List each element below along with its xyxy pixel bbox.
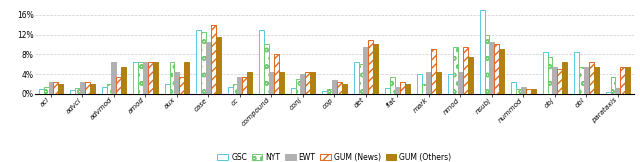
Bar (499, 49, 504, 94)
Bar (453, 47, 458, 94)
Bar (616, 88, 620, 94)
Bar (116, 77, 121, 94)
Bar (153, 62, 157, 94)
Bar (107, 84, 111, 94)
Bar (211, 25, 216, 94)
Bar (305, 72, 310, 94)
Bar (196, 30, 201, 94)
Bar (448, 74, 453, 94)
Bar (49, 82, 53, 94)
Bar (201, 32, 206, 94)
Bar (300, 74, 305, 94)
Bar (111, 62, 116, 94)
Bar (436, 72, 441, 94)
Bar (237, 77, 243, 94)
Bar (53, 82, 58, 94)
Bar (395, 87, 400, 94)
Bar (70, 90, 75, 94)
Bar (625, 67, 630, 94)
Bar (463, 47, 468, 94)
Bar (490, 42, 494, 94)
Bar (589, 62, 594, 94)
Bar (611, 77, 616, 94)
Bar (337, 82, 342, 94)
Bar (138, 62, 143, 94)
Bar (458, 72, 463, 94)
Bar (322, 92, 327, 94)
Bar (620, 67, 625, 94)
Bar (175, 72, 179, 94)
Bar (552, 67, 557, 94)
Bar (468, 57, 472, 94)
Bar (90, 84, 95, 94)
Bar (557, 69, 562, 94)
Bar (228, 87, 232, 94)
Bar (179, 77, 184, 94)
Bar (426, 72, 431, 94)
Bar (385, 87, 390, 94)
Bar (164, 84, 170, 94)
Bar (206, 42, 211, 94)
Bar (148, 62, 153, 94)
Bar (404, 84, 410, 94)
Bar (269, 72, 274, 94)
Bar (422, 84, 426, 94)
Bar (44, 87, 49, 94)
Bar (39, 89, 44, 94)
Bar (531, 89, 536, 94)
Bar (184, 62, 189, 94)
Bar (274, 54, 279, 94)
Bar (232, 84, 237, 94)
Bar (548, 57, 552, 94)
Bar (133, 62, 138, 94)
Bar (543, 52, 548, 94)
Bar (511, 82, 516, 94)
Bar (170, 62, 175, 94)
Bar (369, 40, 373, 94)
Bar (342, 84, 347, 94)
Bar (143, 62, 148, 94)
Bar (247, 72, 252, 94)
Bar (332, 80, 337, 94)
Bar (264, 44, 269, 94)
Bar (605, 92, 611, 94)
Bar (574, 52, 579, 94)
Bar (373, 44, 378, 94)
Bar (484, 35, 490, 94)
Bar (327, 89, 332, 94)
Bar (310, 72, 315, 94)
Bar (526, 89, 531, 94)
Bar (364, 47, 369, 94)
Bar (80, 82, 85, 94)
Bar (390, 77, 395, 94)
Bar (562, 62, 567, 94)
Bar (216, 37, 221, 94)
Bar (279, 72, 284, 94)
Bar (358, 64, 364, 94)
Bar (259, 30, 264, 94)
Bar (296, 79, 300, 94)
Bar (58, 84, 63, 94)
Bar (102, 87, 107, 94)
Bar (85, 82, 90, 94)
Bar (291, 88, 296, 94)
Bar (431, 49, 436, 94)
Bar (494, 44, 499, 94)
Bar (243, 77, 247, 94)
Bar (400, 82, 404, 94)
Bar (584, 67, 589, 94)
Bar (516, 89, 521, 94)
Legend: GSC, NYT, EWT, GUM (News), GUM (Others): GSC, NYT, EWT, GUM (News), GUM (Others) (214, 150, 454, 162)
Bar (75, 88, 80, 94)
Bar (354, 62, 358, 94)
Bar (594, 67, 598, 94)
Bar (479, 10, 484, 94)
Bar (521, 87, 526, 94)
Bar (121, 67, 126, 94)
Bar (579, 67, 584, 94)
Bar (417, 74, 422, 94)
